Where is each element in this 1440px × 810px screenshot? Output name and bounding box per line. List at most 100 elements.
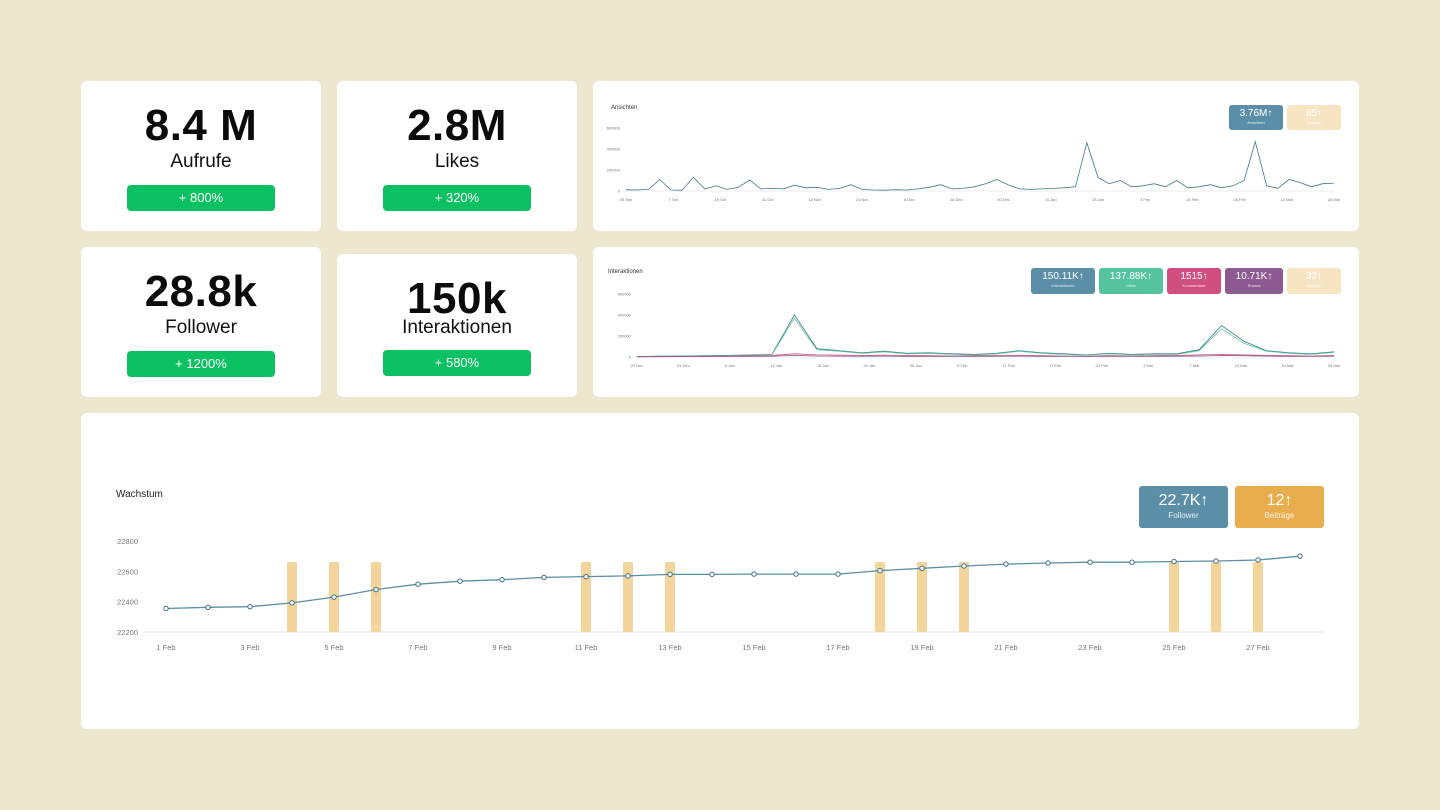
x-tick-label: 23 Feb: [1078, 643, 1101, 652]
x-tick-label: 27 Feb: [1246, 643, 1269, 652]
x-tick-label: 30 Dec: [997, 197, 1010, 202]
follower-point: [247, 603, 253, 610]
stat-value: 28.8k: [144, 267, 258, 316]
stat-card-interactions: 150k Interaktionen + 580%: [337, 254, 577, 397]
stat-label: Aufrufe: [170, 151, 232, 172]
x-tick-label: 3 Feb: [240, 643, 259, 652]
follower-point: [709, 571, 715, 578]
post-bar: [1253, 562, 1263, 632]
x-tick-label: 19 Oct: [715, 197, 728, 202]
x-tick-label: 29 Dec: [631, 363, 644, 368]
x-tick-label: 1 Feb: [156, 643, 175, 652]
x-tick-label: 31 Oct: [762, 197, 775, 202]
series-line: [625, 140, 1335, 191]
stat-change-badge: + 580%: [383, 350, 531, 376]
interactions-line-chart: 0 200000 400000 600000 29 Dec 31 Dec 6 Jan 12 J…: [618, 292, 1341, 369]
x-tick-label: 5 Feb: [324, 643, 343, 652]
comments-badge: 1515↑ Kommentare: [1167, 268, 1221, 294]
stat-value: 8.4 M: [144, 101, 258, 150]
x-tick-label: 17 Feb: [826, 643, 849, 652]
x-tick-label: 21 Feb: [994, 643, 1017, 652]
follower-point: [205, 604, 211, 610]
x-tick-label: 23 Feb: [1095, 363, 1108, 368]
y-tick-label: 22600: [117, 567, 138, 576]
y-tick-label: 0: [629, 355, 632, 360]
follower-point: [919, 565, 925, 572]
follower-point: [877, 567, 883, 574]
x-tick-label: 24 Jan: [863, 363, 875, 368]
stat-card-views: 8.4 M Aufrufe + 800%: [81, 81, 321, 231]
posts-badge: 85↑ Beiträge: [1287, 105, 1341, 130]
y-tick-label: 200000: [618, 334, 632, 339]
interactions-badge: 150.11K↑ Interaktionen: [1031, 268, 1095, 294]
x-tick-label: 11 Feb: [575, 643, 598, 652]
post-bar: [287, 562, 297, 632]
stat-change-badge: + 1200%: [127, 351, 275, 377]
follower-point: [541, 574, 547, 581]
views-chart-card: Ansichten 3.76M↑ Ansichten 85↑ Beiträge …: [593, 81, 1359, 231]
x-tick-label: 7 Mar: [1189, 363, 1200, 368]
follower-point: [373, 586, 379, 593]
x-tick-label: 1 Mar: [1143, 363, 1154, 368]
x-tick-label: 17 Feb: [1049, 363, 1062, 368]
x-tick-label: 19 Feb: [910, 643, 933, 652]
follower-point: [583, 573, 589, 580]
x-tick-label: 31 Dec: [677, 363, 690, 368]
x-tick-label: 12 Nov: [808, 197, 821, 202]
post-bar: [371, 562, 381, 632]
follower-point: [289, 600, 295, 606]
follower-point: [1045, 560, 1051, 566]
post-bar: [959, 562, 969, 632]
follower-point: [415, 581, 421, 587]
chart-title: Wachstum: [116, 489, 163, 500]
x-tick-label: 13 Feb: [658, 643, 681, 652]
follower-point: [499, 576, 505, 583]
follower-point: [1255, 557, 1261, 563]
follower-point: [457, 578, 463, 584]
follower-point: [163, 605, 169, 612]
posts-badge: 32↑ Beiträge: [1287, 268, 1341, 294]
stat-card-likes: 2.8M Likes + 320%: [337, 81, 577, 231]
post-bar: [1169, 562, 1179, 632]
chart-title: Ansichten: [611, 105, 638, 111]
x-tick-label: 24 Mar: [1328, 197, 1341, 202]
shares-badge: 10.71K↑ Shares: [1225, 268, 1283, 294]
x-tick-label: 12 Mar: [1281, 197, 1294, 202]
post-bar: [623, 562, 633, 632]
growth-chart-card: Wachstum 22.7K↑ Follower 12↑ Beiträge 22…: [81, 413, 1359, 729]
x-tick-label: 30 Jan: [910, 363, 922, 368]
x-tick-label: 19 Mar: [1281, 363, 1294, 368]
likes-badge: 137.88K↑ Likes: [1099, 268, 1163, 294]
follower-line: [165, 555, 1301, 610]
x-tick-label: 25 Sep: [620, 197, 633, 202]
x-tick-label: 15 Feb: [742, 643, 765, 652]
stat-label: Likes: [434, 151, 480, 172]
x-tick-label: 12 Jan: [770, 363, 782, 368]
post-bar: [581, 562, 591, 632]
x-tick-label: 18 Jan: [817, 363, 829, 368]
growth-chart: 22200 22400 22600 22800 1 Feb 3 Feb 5 Feb 7 Feb…: [117, 537, 1323, 652]
follower-point: [1003, 561, 1009, 567]
post-bar: [1211, 562, 1221, 632]
x-tick-label: 6 Jan: [725, 363, 735, 368]
x-tick-label: 23 Jan: [1092, 197, 1104, 202]
x-tick-label: 16 Feb: [1186, 197, 1199, 202]
stat-change-badge: + 800%: [127, 185, 275, 211]
views-line-chart: 0 200000 400000 600000 25 Sep 7 Oct 19 Oct 31 O…: [607, 126, 1341, 203]
series-line: [636, 314, 1335, 357]
x-tick-label: 4 Feb: [1140, 197, 1151, 202]
x-tick-label: 5 Feb: [957, 363, 968, 368]
follower-point: [961, 563, 967, 569]
follower-point: [1129, 559, 1135, 565]
follower-badge: 22.7K↑ Follower: [1139, 486, 1228, 528]
x-tick-label: 25 Mar: [1328, 363, 1341, 368]
stat-card-followers: 28.8k Follower + 1200%: [81, 247, 321, 397]
y-tick-label: 600000: [618, 292, 632, 297]
x-tick-label: 18 Dec: [950, 197, 963, 202]
stat-value: 2.8M: [407, 101, 507, 150]
post-bar: [665, 562, 675, 632]
x-tick-label: 11 Jan: [1045, 197, 1057, 202]
follower-point: [793, 571, 799, 577]
y-tick-label: 0: [618, 189, 621, 194]
follower-point: [1297, 553, 1303, 559]
